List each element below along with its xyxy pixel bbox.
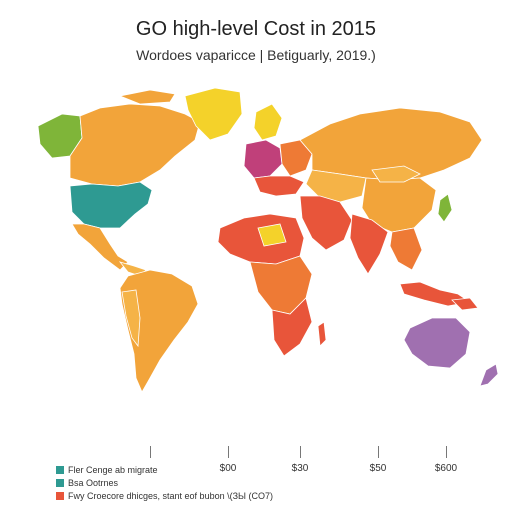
map-title: GO high-level Cost in 2015	[135, 18, 377, 40]
scale-tick-label: $00	[219, 463, 237, 474]
scale-tick-line	[228, 446, 229, 458]
region-greenland	[184, 87, 243, 141]
legend-item: Fler Cenge ab migrate	[56, 463, 273, 476]
region-canada	[69, 103, 201, 187]
map-subtitle: Wordoes vaparicce | Betiguarly, 2019.)	[136, 47, 376, 63]
region-europe-west	[243, 139, 283, 179]
region-scandinavia	[253, 103, 283, 141]
scale-tick-line	[378, 446, 379, 458]
region-andes	[121, 289, 141, 348]
region-europe-south	[253, 175, 305, 197]
region-mongolia	[371, 165, 421, 183]
world-map	[37, 87, 499, 393]
scale-tick-label: $600	[434, 463, 458, 474]
region-south-america	[119, 269, 199, 393]
legend-label: Fler Cenge ab migrate	[68, 464, 158, 475]
region-madagascar	[317, 321, 327, 347]
legend-item: Bsa Ootrnes	[56, 476, 273, 489]
region-mexico	[71, 223, 129, 271]
region-new-zealand	[479, 363, 499, 387]
scale-tick-line	[300, 446, 301, 458]
legend-label: Bsa Ootrnes	[68, 477, 119, 488]
legend-swatch	[56, 478, 64, 487]
scale-tick-line	[446, 446, 447, 458]
legend-item: Fwy Croecore dhicges, stant eof bubon \(…	[56, 489, 273, 502]
cost-scale: $00 $30 $50 $600	[150, 446, 480, 476]
region-japan	[437, 193, 453, 223]
region-central-asia	[305, 169, 367, 203]
region-papua	[451, 297, 479, 311]
legend-swatch	[56, 491, 64, 500]
region-india	[349, 213, 389, 275]
region-australia	[403, 317, 471, 369]
region-arctic-islands	[118, 89, 176, 105]
map-legend: Fler Cenge ab migrate Bsa Ootrnes Fwy Cr…	[56, 463, 273, 502]
scale-tick-line	[150, 446, 151, 458]
scale-tick-label: $50	[369, 463, 387, 474]
region-southeast-asia	[389, 227, 423, 271]
region-middle-east	[299, 195, 353, 251]
region-north-africa	[217, 213, 305, 265]
legend-label: Fwy Croecore dhicges, stant eof bubon \(…	[68, 490, 273, 501]
region-usa	[69, 181, 153, 229]
region-sahara-yellow	[257, 223, 287, 247]
legend-swatch	[56, 465, 64, 474]
scale-tick-label: $30	[291, 463, 309, 474]
region-southern-africa	[271, 297, 313, 357]
